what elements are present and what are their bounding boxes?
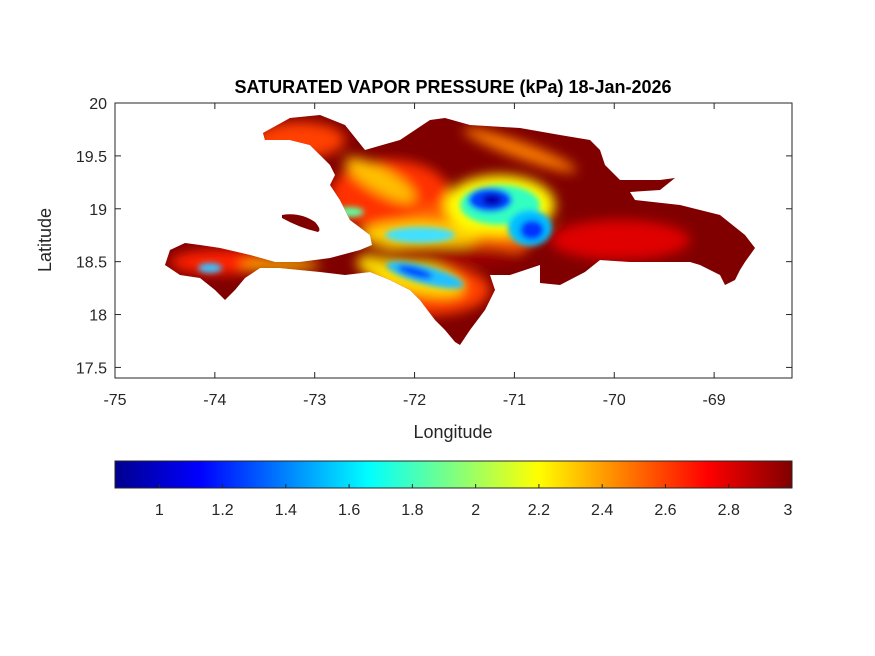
y-tick-label: 18 <box>89 308 107 325</box>
colorbar: 1 1.2 1.4 1.6 1.8 2 2.2 2.4 2.6 2.8 3 <box>114 460 793 519</box>
y-tick-label: 18.5 <box>76 255 107 272</box>
x-tick-label: -75 <box>103 392 126 409</box>
colorbar-tick-label: 2.6 <box>654 502 676 519</box>
y-tick-label: 20 <box>89 96 107 113</box>
y-tick-label: 17.5 <box>76 360 107 377</box>
colorbar-tick-label: 2.2 <box>528 502 550 519</box>
x-tick-label: -73 <box>303 392 326 409</box>
colorbar-gradient <box>114 460 793 489</box>
colorbar-tick-label: 2.4 <box>591 502 613 519</box>
colorbar-tick-label: 1.6 <box>338 502 360 519</box>
colorbar-tick-label: 1.2 <box>211 502 233 519</box>
x-tick-label: -69 <box>703 392 726 409</box>
y-axis-label: Latitude <box>35 208 55 272</box>
chart-title: SATURATED VAPOR PRESSURE (kPa) 18-Jan-20… <box>234 77 671 97</box>
map-axes: -75 -74 -73 -72 -71 -70 -69 17.5 18 18.5 19 19.5 20… <box>35 77 793 442</box>
colorbar-tick-label: 1.8 <box>401 502 423 519</box>
colorbar-tick-label: 3 <box>784 502 793 519</box>
colorbar-tick-label: 2 <box>471 502 480 519</box>
axes-box <box>114 102 793 379</box>
x-axis-label: Longitude <box>413 422 492 442</box>
y-tick-label: 19.5 <box>76 149 107 166</box>
colorbar-tick-label: 2.8 <box>718 502 740 519</box>
colorbar-tick-label: 1.4 <box>275 502 297 519</box>
x-tick-label: -72 <box>403 392 426 409</box>
x-tick-label: -74 <box>203 392 226 409</box>
y-tick-label: 19 <box>89 202 107 219</box>
x-tick-label: -71 <box>503 392 526 409</box>
colorbar-tick-label: 1 <box>155 502 164 519</box>
x-tick-label: -70 <box>603 392 626 409</box>
